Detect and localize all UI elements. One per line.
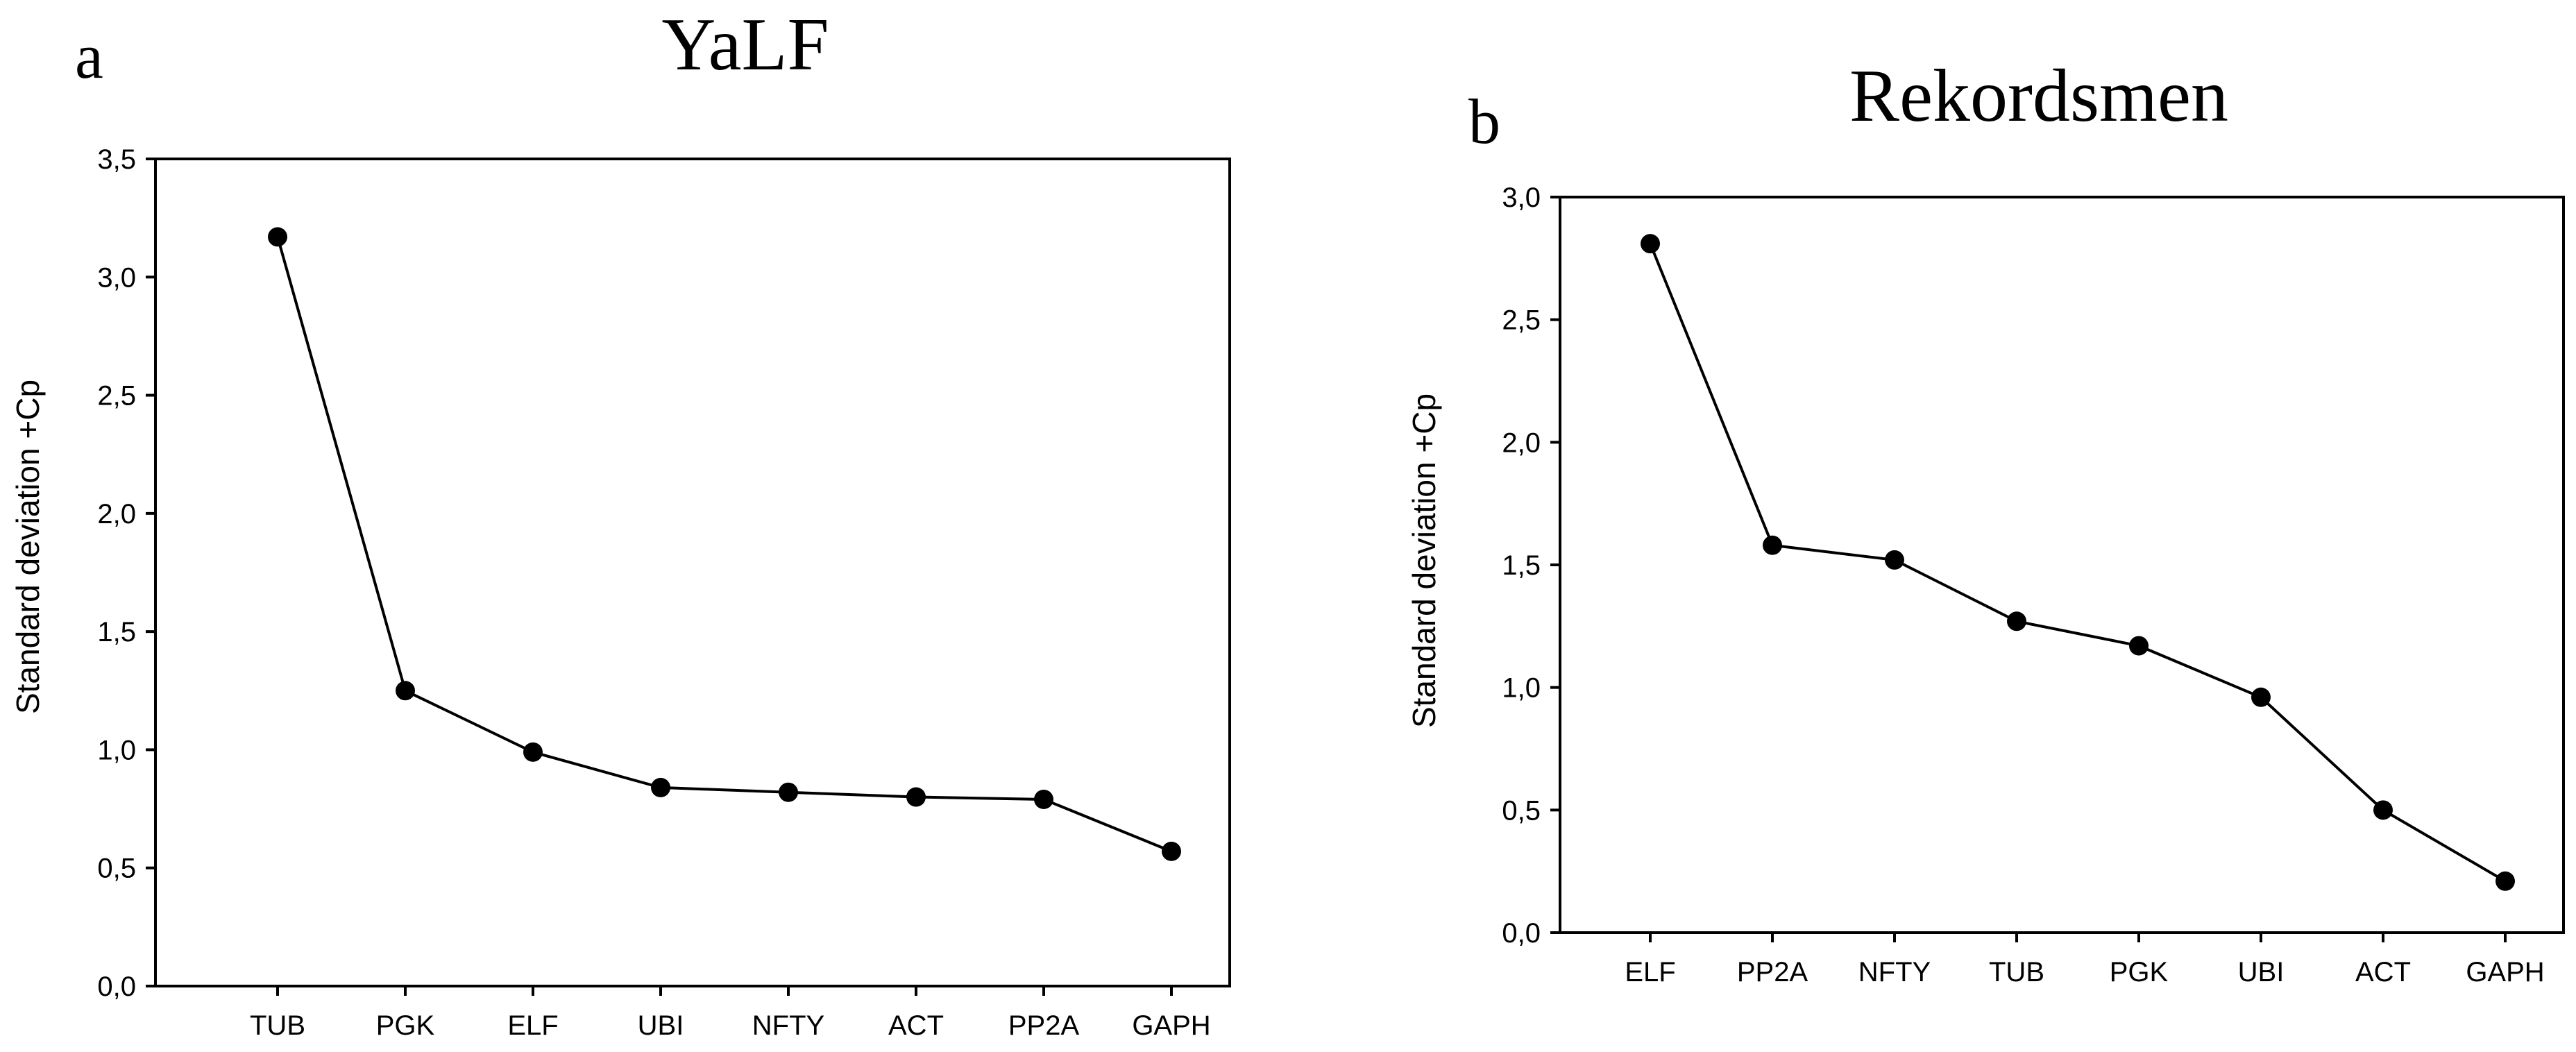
x-tick-label-elf: ELF bbox=[507, 1010, 558, 1041]
x-ticks-b: ELF PP2A NFTY TUB PGK UBI ACT GAPH bbox=[1625, 933, 2545, 987]
x-tick-label-nfty: NFTY bbox=[1858, 957, 1931, 987]
y-ticks-b: 0,0 0,5 1,0 1,5 2,0 2,5 3,0 bbox=[1502, 183, 1560, 949]
chart-title-b: Rekordsmen bbox=[1849, 55, 2228, 137]
data-points-a bbox=[268, 227, 1181, 861]
data-point-pp2a bbox=[1763, 535, 1782, 555]
panel-label-a: a bbox=[75, 21, 103, 92]
x-tick-label-act: ACT bbox=[2355, 957, 2411, 987]
y-ticks-a: 0,0 0,5 1,0 1,5 2,0 2,5 3,0 3,5 bbox=[97, 144, 155, 1002]
x-tick-label-tub: TUB bbox=[1989, 957, 2044, 987]
data-point-ubi bbox=[2251, 687, 2271, 707]
y-tick-label: 3,5 bbox=[97, 144, 136, 175]
data-point-tub bbox=[2007, 611, 2026, 631]
chart-panel-a: a YaLF Standard deviation +Cp 0,0 0,5 1,0 1… bbox=[10, 3, 1231, 1041]
data-point-tub bbox=[268, 227, 287, 247]
x-tick-label-pp2a: PP2A bbox=[1737, 957, 1808, 987]
x-tick-label-elf: ELF bbox=[1625, 957, 1675, 987]
y-tick-label: 3,0 bbox=[1502, 183, 1541, 213]
y-tick-label: 0,5 bbox=[97, 854, 136, 884]
chart-title-a: YaLF bbox=[661, 3, 829, 86]
data-point-pgk bbox=[396, 681, 415, 701]
data-points-b bbox=[1641, 234, 2515, 891]
x-tick-label-ubi: UBI bbox=[2238, 957, 2285, 987]
panel-label-b: b bbox=[1468, 86, 1500, 157]
data-point-act bbox=[906, 787, 926, 807]
data-point-nfty bbox=[1885, 550, 1904, 570]
y-tick-label: 1,0 bbox=[97, 735, 136, 765]
data-point-gaph bbox=[1162, 841, 1181, 861]
x-tick-label-pp2a: PP2A bbox=[1008, 1010, 1080, 1041]
x-tick-label-tub: TUB bbox=[250, 1010, 305, 1041]
data-point-elf bbox=[523, 742, 543, 762]
y-tick-label: 0,0 bbox=[1502, 918, 1541, 949]
data-point-pp2a bbox=[1034, 789, 1053, 809]
y-tick-label: 3,0 bbox=[97, 262, 136, 293]
x-ticks-a: TUB PGK ELF UBI NFTY ACT PP2A GAPH bbox=[250, 986, 1211, 1041]
data-point-elf bbox=[1641, 234, 1660, 254]
y-tick-label: 1,5 bbox=[1502, 550, 1541, 581]
plot-frame-b bbox=[1559, 196, 2565, 934]
y-axis-label-a: Standard deviation +Cp bbox=[10, 380, 46, 714]
y-tick-label: 1,0 bbox=[1502, 673, 1541, 704]
data-point-pgk bbox=[2129, 636, 2149, 656]
plot-frame-a bbox=[154, 158, 1231, 987]
x-tick-label-gaph: GAPH bbox=[2466, 957, 2544, 987]
data-point-act bbox=[2373, 800, 2393, 820]
y-tick-label: 0,0 bbox=[97, 972, 136, 1002]
x-tick-label-pgk: PGK bbox=[376, 1010, 435, 1041]
chart-panel-b: b Rekordsmen Standard deviation +Cp 0,00… bbox=[1406, 55, 2565, 987]
x-tick-label-ubi: UBI bbox=[638, 1010, 684, 1041]
series-line-a bbox=[276, 236, 1172, 853]
y-tick-label: 2,5 bbox=[97, 381, 136, 412]
x-tick-label-nfty: NFTY bbox=[752, 1010, 824, 1041]
y-tick-label: 2,5 bbox=[1502, 305, 1541, 336]
x-tick-label-gaph: GAPH bbox=[1132, 1010, 1210, 1041]
series-line-b bbox=[1649, 243, 2507, 883]
y-tick-label: 2,0 bbox=[1502, 427, 1541, 458]
y-tick-label: 0,5 bbox=[1502, 795, 1541, 826]
x-tick-label-act: ACT bbox=[888, 1010, 944, 1041]
data-point-gaph bbox=[2496, 871, 2515, 891]
x-tick-label-pgk: PGK bbox=[2110, 957, 2169, 987]
y-axis-label-b: Standard deviation +Cp bbox=[1406, 393, 1442, 728]
data-point-nfty bbox=[779, 782, 798, 802]
y-tick-label: 1,5 bbox=[97, 617, 136, 647]
data-point-ubi bbox=[651, 777, 670, 797]
y-tick-label: 2,0 bbox=[97, 499, 136, 529]
